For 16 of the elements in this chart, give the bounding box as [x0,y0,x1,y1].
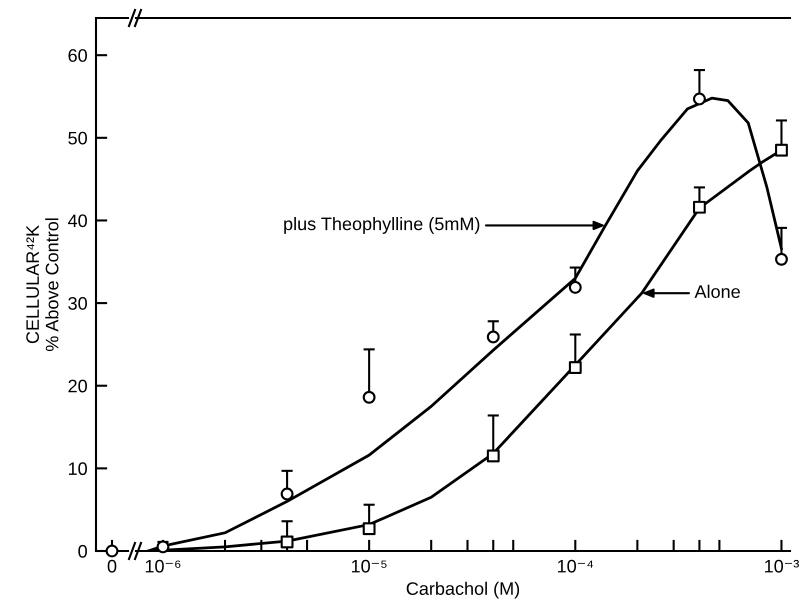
y-tick-label: 60 [68,49,87,62]
y-tick-label: 50 [68,132,87,145]
x-tick-label: 10⁻⁴ [558,560,594,573]
y-tick-label: 10 [68,462,87,476]
annotation: plus Theophylline (5mM) [284,217,480,234]
y-tick-label: 0 [78,544,87,558]
y-tick-label: 20 [68,380,87,392]
y-axis-title: CELLULAR⁴²K % Above Control [26,218,58,352]
annotation: Alone [694,284,740,298]
y-tick-label: 40 [68,214,87,228]
x-tick-label: 10⁻⁶ [146,560,180,573]
y-tick-label: 30 [68,297,87,310]
x-axis-title: Carbachol (M) [406,582,520,599]
x-tick-label: 10⁻⁵ [352,560,387,573]
x-tick-label: 0 [108,560,116,573]
x-tick-label: 10⁻³ [765,560,799,573]
